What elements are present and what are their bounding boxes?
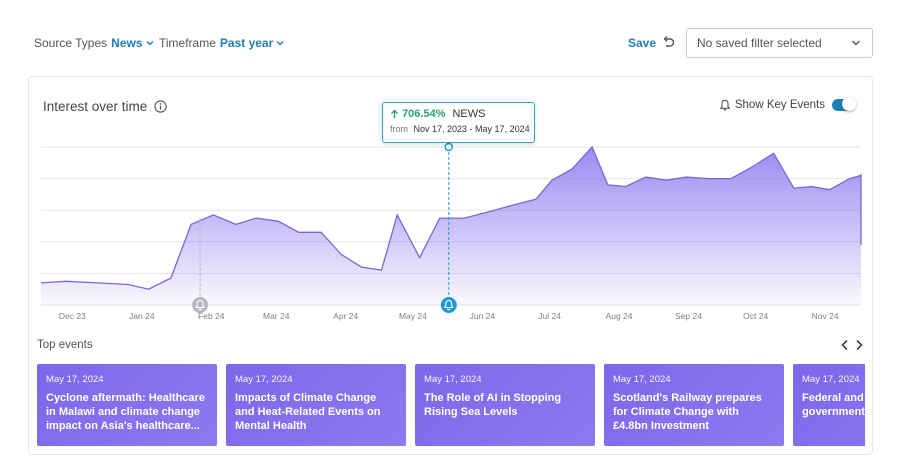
x-tick-label: Sep 24 [675,311,702,321]
event-date: May 17, 2024 [235,374,293,385]
chart-tooltip: 706.54% NEWS from Nov 17, 2023 - May 17,… [382,102,535,143]
undo-icon[interactable] [660,34,676,50]
chevron-left-icon[interactable] [840,339,850,351]
tooltip-source: NEWS [452,108,486,120]
source-types-filter[interactable]: Source Types News [34,36,155,50]
event-date: May 17, 2024 [46,374,104,385]
event-date: May 17, 2024 [613,374,671,385]
event-card[interactable]: May 17, 2024 Federal and state governmen… [793,364,865,446]
event-date: May 17, 2024 [802,374,860,385]
timeframe-filter[interactable]: Timeframe Past year [159,36,285,50]
key-event-bell-icon[interactable] [192,297,209,313]
tooltip-header: 706.54% NEWS [390,108,527,120]
x-tick-label: May 24 [399,311,427,321]
x-tick-label: Aug 24 [606,311,633,321]
events-nav [840,339,864,351]
event-card[interactable]: May 17, 2024 Scotland's Railway prepares… [604,364,784,446]
chevron-down-icon[interactable] [275,38,285,48]
tooltip-change: 706.54% [402,108,446,120]
source-types-label: Source Types [34,36,108,50]
timeframe-label: Timeframe [159,36,216,50]
filter-bar: Source Types News Timeframe Past year Sa… [0,0,900,76]
panel-title-text: Interest over time [43,99,148,114]
event-date: May 17, 2024 [424,374,482,385]
event-title[interactable]: Scotland's Railway prepares for Climate … [613,392,762,432]
chevron-down-icon[interactable] [850,37,862,49]
top-events-list: May 17, 2024 Cyclone aftermath: Healthca… [37,364,865,446]
info-icon[interactable] [154,100,167,113]
event-title[interactable]: The Role of AI in Stopping Rising Sea Le… [424,392,562,418]
source-types-value[interactable]: News [111,36,143,50]
x-tick-label: Oct 24 [743,311,768,321]
x-tick-label: Nov 24 [812,311,839,321]
highlighted-point [444,142,453,152]
chart-markers [192,142,457,313]
timeframe-value[interactable]: Past year [219,36,274,50]
event-title[interactable]: Cyclone aftermath: Healthcare in Malawi … [46,392,205,432]
key-events-toggle[interactable] [832,97,856,111]
chevron-right-icon[interactable] [854,339,864,351]
interest-area [41,147,861,305]
tooltip-range-row: from Nov 17, 2023 - May 17, 2024 [390,124,530,134]
x-tick-label: Jul 24 [538,311,561,321]
event-card[interactable]: May 17, 2024 Impacts of Climate Change a… [226,364,406,446]
x-tick-label: Jun 24 [470,311,496,321]
interest-line [40,145,862,290]
x-tick-label: Dec 23 [59,311,86,321]
event-title[interactable]: Impacts of Climate Change and Heat-Relat… [235,392,381,432]
x-tick-label: Apr 24 [333,311,358,321]
panel-title: Interest over time [43,99,167,114]
bell-icon [719,99,731,111]
x-tick-label: Feb 24 [198,311,225,321]
x-axis-ticks: Dec 23 Jan 24 Feb 24 Mar 24 Apr 24 May 24 Jun … [59,311,839,321]
tooltip-range: Nov 17, 2023 - May 17, 2024 [413,124,530,134]
key-events-toggle-group: Show Key Events [719,97,856,111]
x-tick-label: Mar 24 [263,311,290,321]
event-title[interactable]: Federal and state governments ... defenc… [802,392,865,418]
key-events-label: Show Key Events [734,99,825,111]
tooltip-from-label: from [390,124,408,134]
toggle-knob [842,97,856,111]
saved-filter-select[interactable]: No saved filter selected [686,28,873,58]
saved-filter-value: No saved filter selected [697,36,822,50]
x-tick-label: Jan 24 [129,311,155,321]
save-button[interactable]: Save [628,36,657,50]
interest-over-time-panel: Interest over time Show Key Events Dec 2… [28,76,873,455]
arrow-up-icon [391,109,398,118]
interest-chart: Dec 23 Jan 24 Feb 24 Mar 24 Apr 24 May 24 Jun … [40,142,862,321]
top-events-heading: Top events [37,339,93,351]
event-card[interactable]: May 17, 2024 The Role of AI in Stopping … [415,364,595,446]
event-card[interactable]: May 17, 2024 Cyclone aftermath: Healthca… [37,364,217,446]
chevron-down-icon[interactable] [145,38,155,48]
key-event-bell-icon[interactable] [440,297,457,313]
